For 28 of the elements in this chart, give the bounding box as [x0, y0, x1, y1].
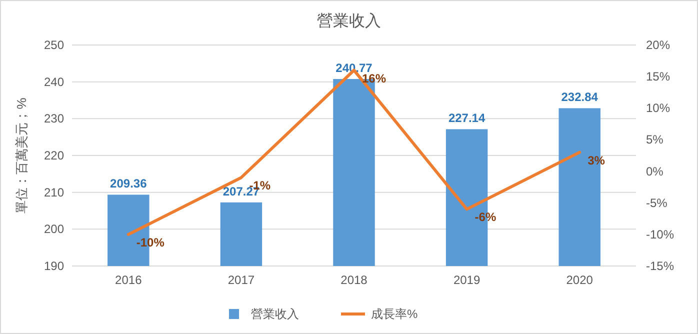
x-tick-label: 2018: [340, 273, 368, 287]
y2-tick-label: 10%: [646, 101, 670, 116]
data-label: 209.36: [110, 176, 148, 191]
y2-tick-label: 20%: [646, 38, 670, 52]
y2-tick-label: -10%: [646, 227, 674, 242]
y-tick-label: 240: [44, 74, 64, 89]
data-label: 16%: [362, 71, 386, 86]
x-tick-label: 2020: [566, 273, 594, 287]
data-label: 232.84: [561, 90, 598, 104]
chart-title: 營業收入: [317, 12, 381, 30]
y2-tick-label: 5%: [646, 132, 664, 147]
data-label: 227.14: [448, 111, 486, 126]
y2-tick-label: -15%: [646, 259, 674, 273]
y-tick-label: 250: [44, 38, 64, 52]
y2-tick-label: 15%: [646, 70, 670, 84]
x-tick-label: 2016: [115, 273, 142, 287]
y-axis-title: 單位：百萬美元；%: [14, 97, 29, 214]
y-tick-label: 210: [44, 185, 64, 200]
legend-label: 營業收入: [251, 307, 299, 321]
y2-tick-label: 0%: [646, 164, 664, 178]
legend-label: 成長率%: [371, 307, 418, 321]
y-tick-label: 200: [44, 222, 64, 236]
x-tick-label: 2017: [228, 273, 255, 287]
y-tick-label: 220: [44, 148, 64, 162]
y2-tick-label: -5%: [646, 196, 668, 210]
y-tick-label: 190: [44, 259, 64, 273]
y-tick-label: 230: [44, 112, 64, 126]
x-tick-label: 2019: [453, 273, 480, 287]
